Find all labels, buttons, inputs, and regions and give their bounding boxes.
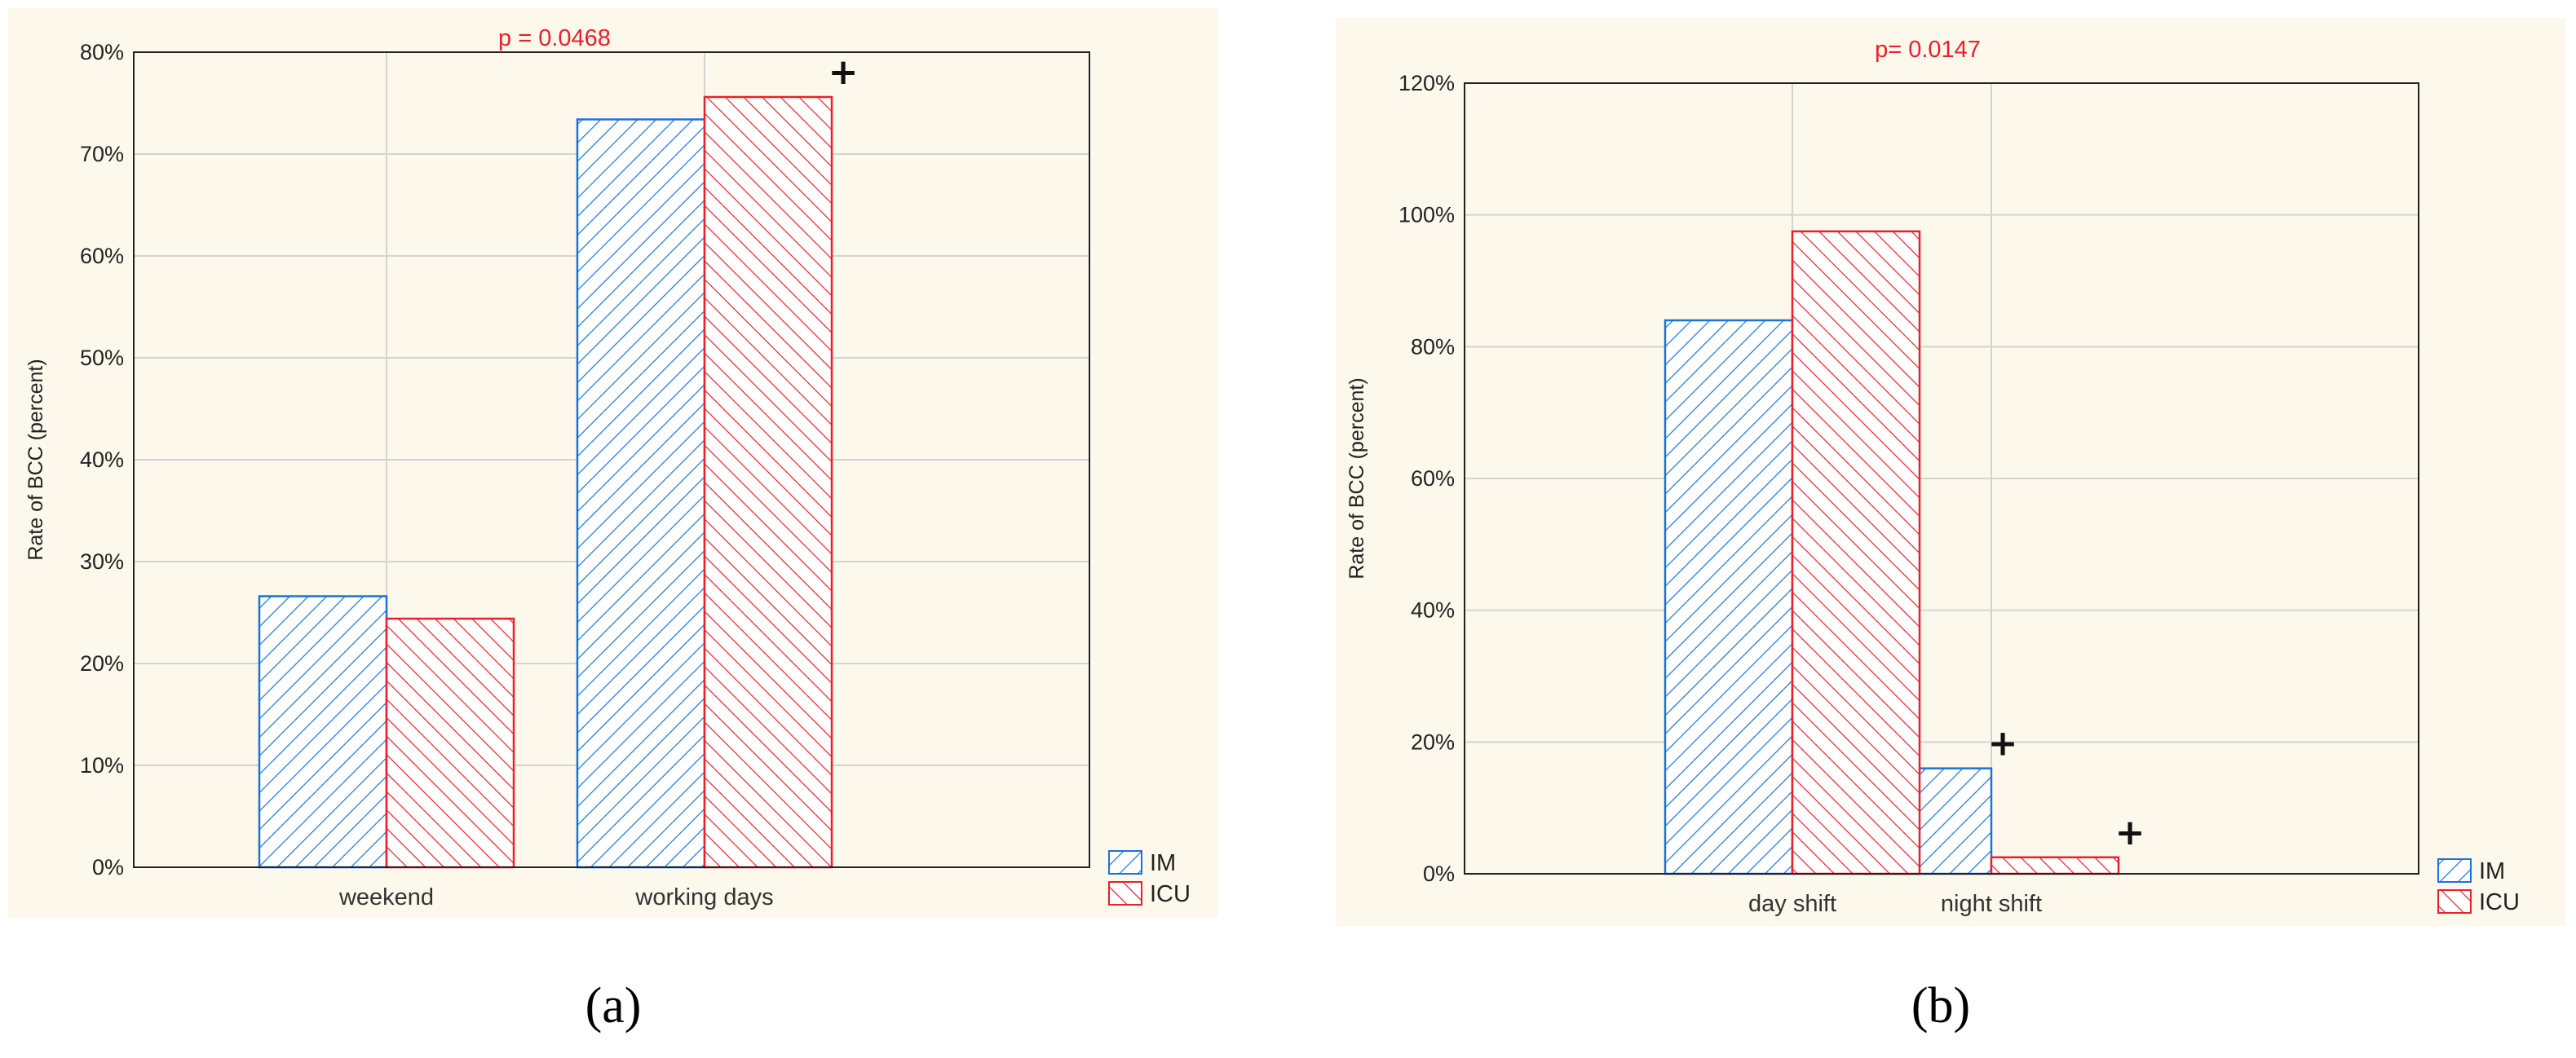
panel-a-y-axis-label: Rate of BCC (percent) (24, 359, 47, 560)
panel-a-bar-im-0 (258, 595, 388, 869)
panel-a-y-tick-label: 20% (80, 651, 124, 676)
panel-a-legend-swatch-icu (1108, 881, 1142, 906)
panel-b-y-tick-label: 60% (1411, 466, 1455, 491)
panel-b-p-value: p= 0.0147 (1875, 37, 1981, 63)
panel-a-markers: + (828, 51, 859, 93)
panel-b-legend-label-icu: ICU (2479, 889, 2520, 915)
panel-b: 0% 20% 40% 60% 80% 100% 120% day shift night sh… (1336, 18, 2565, 926)
panel-b-x-tick-label: night shift (1941, 891, 2042, 917)
panel-b-bar-im-0 (1664, 319, 1794, 875)
panel-a-y-tick-label: 30% (80, 549, 124, 574)
panel-b-y-tick-label: 20% (1411, 730, 1455, 754)
panel-a-legend-swatch-im (1108, 850, 1142, 875)
panel-a-y-tick-label: 80% (80, 40, 124, 64)
panel-a-y-ticks: 0% 10% 20% 30% 40% 50% 60% 70% 80% (80, 40, 124, 879)
panel-b-bar-icu-1 (1990, 856, 2120, 875)
panel-a-bar-im-1 (576, 118, 706, 869)
panel-b-y-tick-label: 0% (1423, 862, 1455, 886)
panel-a-label: (a) (585, 978, 642, 1034)
panel-a-y-tick-label: 50% (80, 346, 124, 370)
panel-b-y-tick-label: 40% (1411, 598, 1455, 623)
panel-a-bar-icu-0 (385, 617, 515, 869)
panel-a-y-tick-label: 0% (92, 855, 124, 879)
panel-b-significance-marker: + (2115, 812, 2145, 853)
panel-a-legend: IM ICU (1108, 850, 1191, 907)
panel-b-legend-swatch-icu (2437, 889, 2472, 914)
panel-b-x-tick-label: day shift (1748, 891, 1836, 917)
panel-a-x-tick-label: weekend (338, 884, 434, 910)
panel-b-y-tick-label: 80% (1411, 334, 1455, 359)
panel-a-bar-icu-1 (703, 95, 833, 869)
panel-b-significance-marker: + (1988, 723, 2018, 765)
panel-b-bar-icu-0 (1791, 230, 1921, 875)
panel-b-bars (1664, 230, 2120, 875)
panel-a-significance-marker: + (828, 51, 859, 93)
panel-b-legend-label-im: IM (2479, 858, 2505, 884)
panel-b-x-ticks: day shift night shift (1748, 891, 2042, 917)
panel-a-legend-label-im: IM (1150, 850, 1176, 876)
panel-a-plot-frame (133, 51, 1090, 868)
panel-a-y-tick-label: 70% (80, 142, 124, 166)
panel-b-y-ticks: 0% 20% 40% 60% 80% 100% 120% (1398, 71, 1455, 886)
panel-a-y-tick-label: 60% (80, 244, 124, 268)
panel-b-y-tick-label: 120% (1398, 71, 1455, 95)
panel-b-plot-frame (1464, 82, 2419, 875)
panel-a-bars (258, 95, 833, 869)
panel-a-x-ticks: weekend working days (338, 884, 774, 910)
panel-b-y-axis-label: Rate of BCC (percent) (1345, 377, 1368, 579)
panel-a-x-tick-label: working days (634, 884, 773, 910)
panel-b-legend: IM ICU (2437, 858, 2520, 915)
panel-a-legend-label-icu: ICU (1150, 881, 1191, 907)
panel-a-p-value: p = 0.0468 (498, 25, 611, 51)
panel-a-y-tick-label: 40% (80, 447, 124, 472)
panel-a: 0% 10% 20% 30% 40% 50% 60% 70% 80% weekend workin… (8, 8, 1218, 918)
panel-b-legend-swatch-im (2437, 858, 2472, 883)
panel-b-y-tick-label: 100% (1398, 203, 1455, 227)
panel-b-markers: ++ (1988, 723, 2145, 853)
panel-a-y-tick-label: 10% (80, 753, 124, 778)
panel-b-label: (b) (1911, 978, 1970, 1034)
